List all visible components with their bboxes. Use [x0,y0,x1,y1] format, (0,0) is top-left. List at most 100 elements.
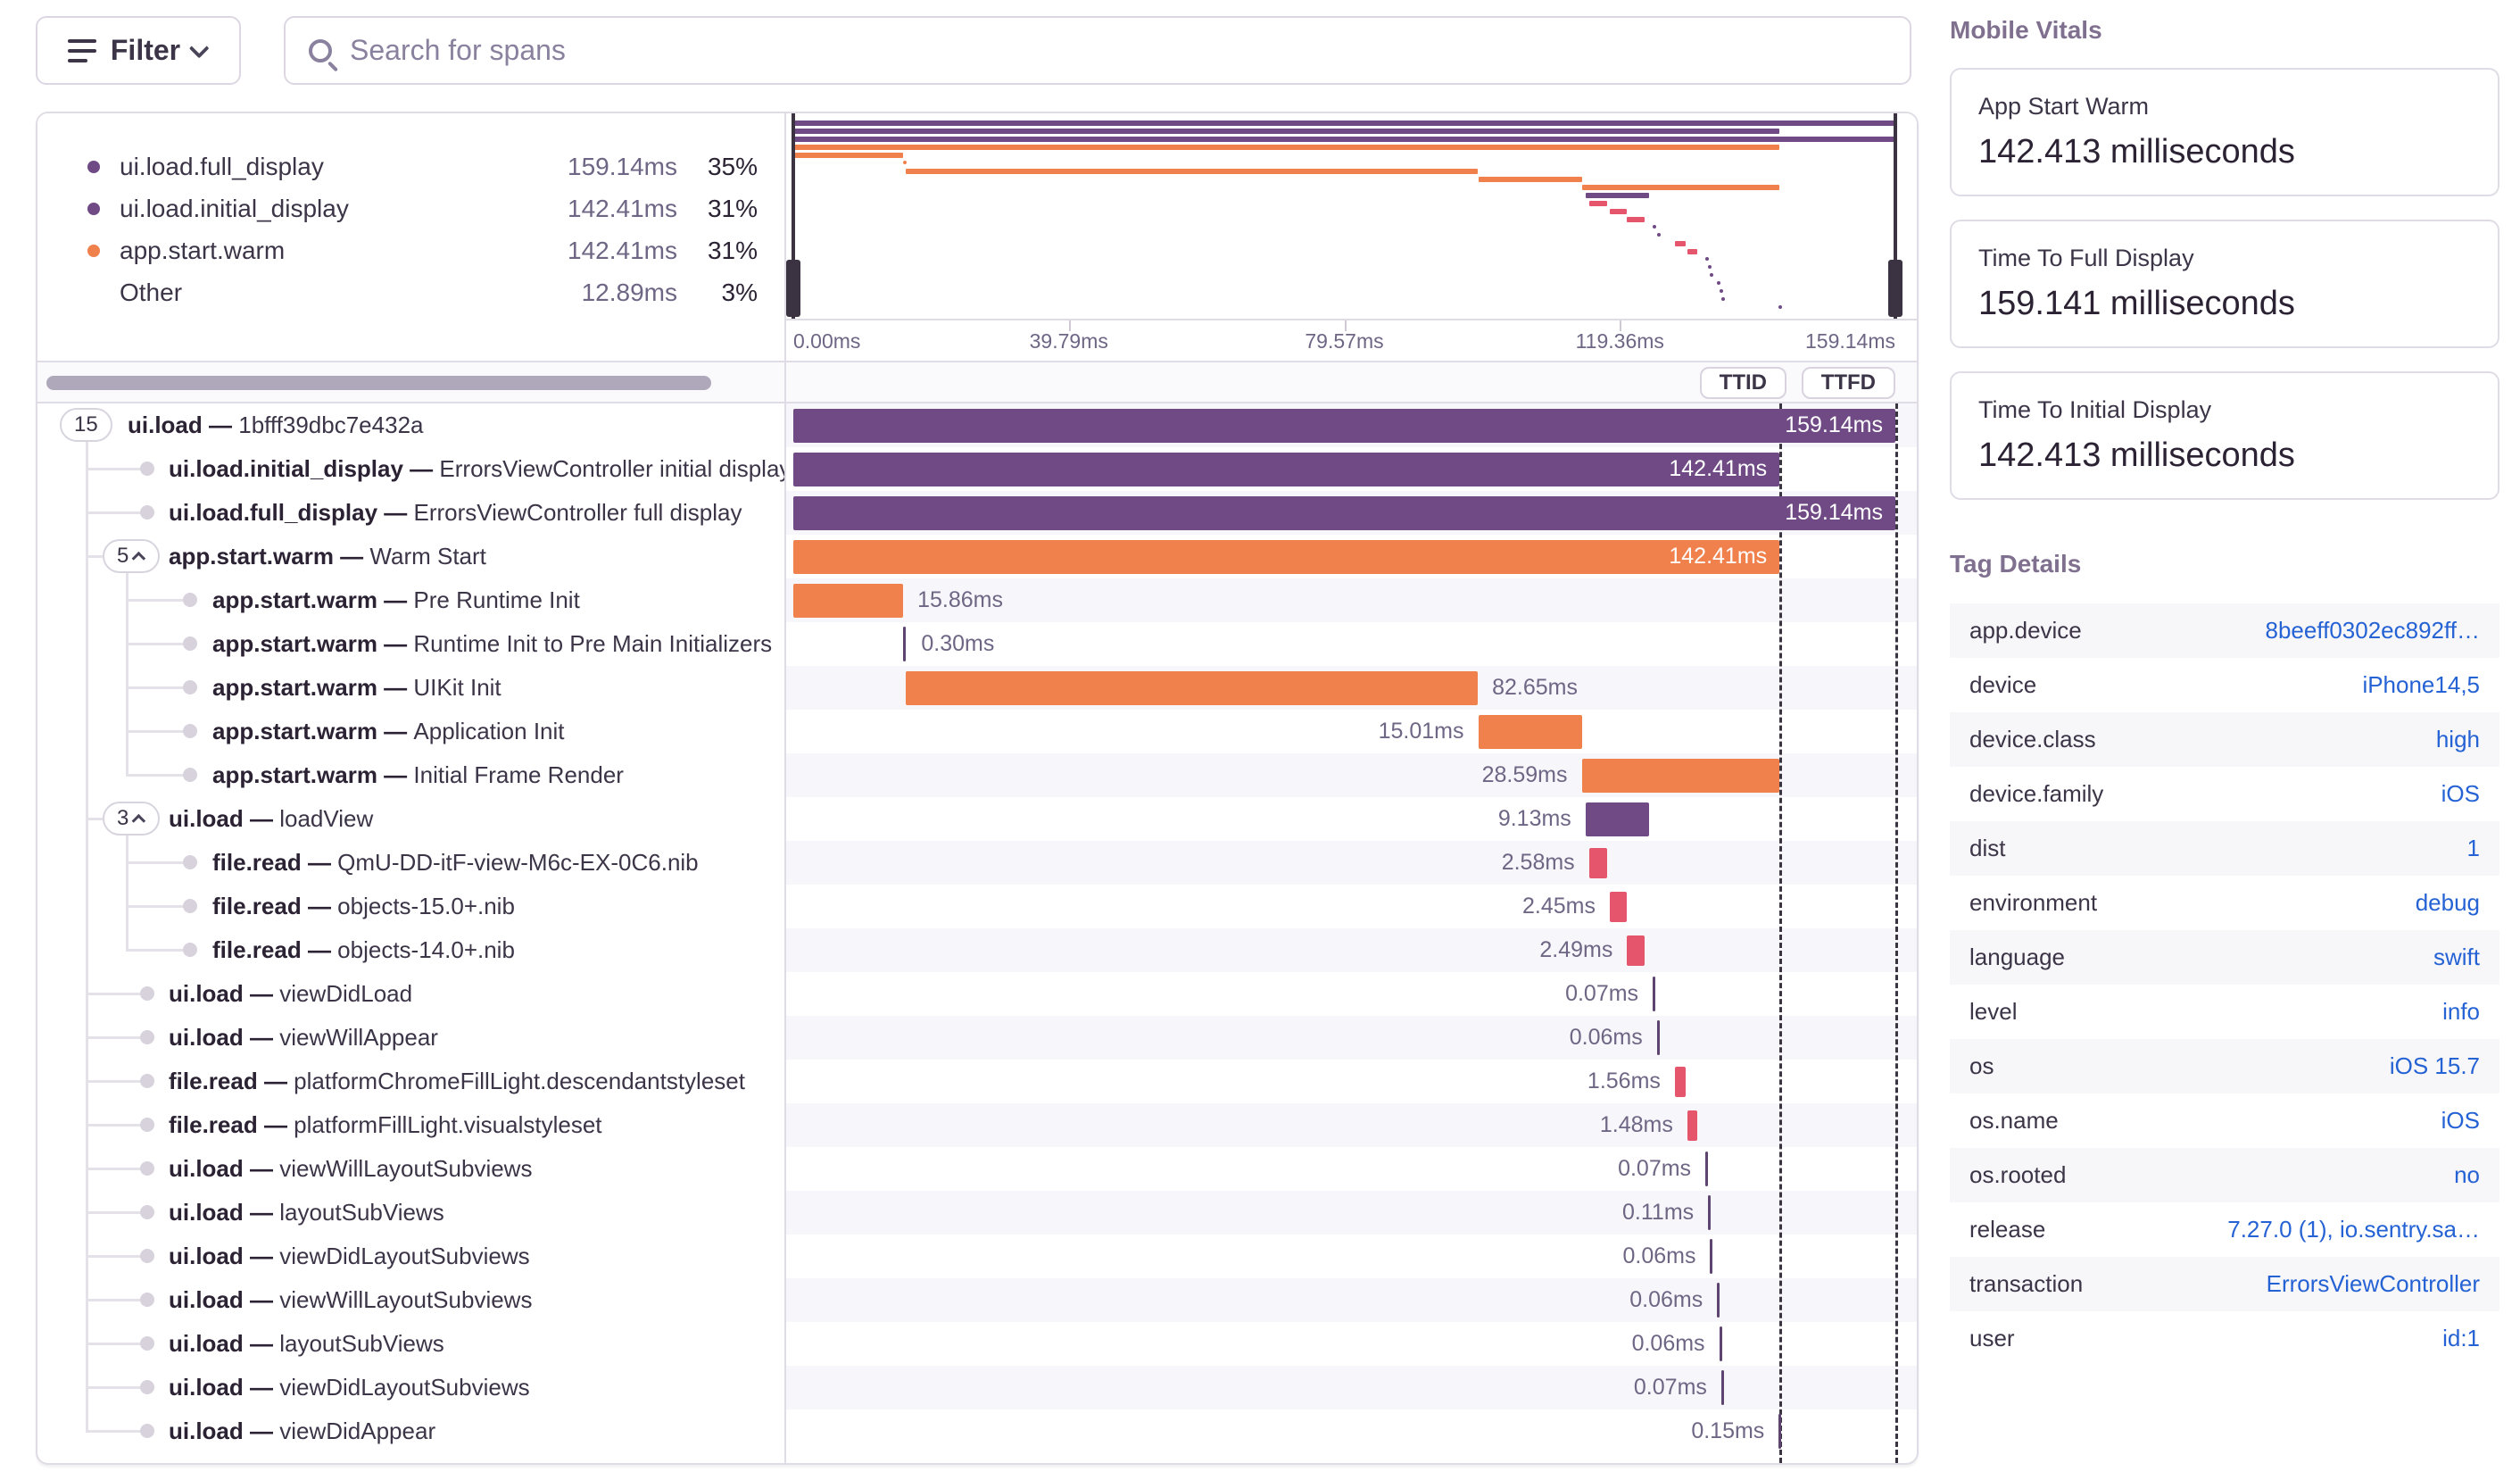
span-bar[interactable] [1627,935,1645,966]
span-count-badge[interactable]: 15 [60,408,112,442]
span-bar[interactable] [793,408,1895,443]
legend-item[interactable]: ui.load.initial_display 142.41ms 31% [87,187,758,229]
minimap-grip-left[interactable] [786,260,800,317]
minimap-panel[interactable] [786,113,1917,319]
span-bar[interactable] [1687,1110,1698,1141]
waterfall-row[interactable] [786,928,1917,972]
minimap[interactable] [786,113,1917,319]
column-divider[interactable] [784,113,786,1463]
tag-value[interactable]: 1 [2466,835,2480,861]
span-bar[interactable] [1708,1195,1712,1230]
span-bar[interactable] [1674,1066,1686,1097]
tree-row[interactable]: ui.load — viewDidLayoutSubviews [37,1235,784,1278]
span-bar[interactable] [1710,1239,1713,1274]
legend-item[interactable]: ui.load.full_display 159.14ms 35% [87,146,758,187]
tree-row[interactable]: app.start.warm — UIKit Init [37,666,784,710]
span-bar[interactable] [1719,1326,1722,1361]
waterfall-row[interactable] [786,797,1917,841]
tag-value[interactable]: info [2442,998,2480,1025]
span-bar[interactable] [1720,1370,1724,1405]
tree-row[interactable]: ui.load — viewWillLayoutSubviews [37,1147,784,1191]
tag-value[interactable]: id:1 [2442,1325,2480,1351]
horizontal-scrollbar[interactable] [46,376,711,390]
span-bar[interactable] [793,583,904,618]
search-input[interactable] [350,34,1886,67]
span-bar[interactable] [1478,714,1582,749]
span-bar[interactable] [905,670,1479,705]
tag-value[interactable]: iOS [2441,1107,2480,1134]
tag-value[interactable]: iOS [2441,780,2480,807]
waterfall-row[interactable] [786,1366,1917,1409]
waterfall-row[interactable] [786,1322,1917,1366]
tree-row[interactable]: ui.load.initial_display — ErrorsViewCont… [37,447,784,491]
waterfall-row[interactable] [786,885,1917,928]
legend-item[interactable]: Other 12.89ms 3% [87,271,758,313]
tag-value[interactable]: high [2435,726,2480,752]
waterfall-row[interactable] [786,1103,1917,1147]
tree-row[interactable]: app.start.warm — Pre Runtime Init [37,578,784,622]
span-bar[interactable] [793,539,1780,574]
span-bar[interactable] [1588,847,1607,878]
tag-value[interactable]: ErrorsViewController [2266,1270,2480,1297]
span-bar[interactable] [1656,1020,1660,1055]
tag-value[interactable]: no [2454,1161,2480,1188]
tree-row[interactable]: file.read — QmU-DD-itF-view-M6c-EX-0C6.n… [37,841,784,885]
span-count-badge[interactable]: 5 [103,539,161,573]
waterfall-row[interactable] [786,972,1917,1016]
ttid-button[interactable]: TTID [1699,367,1786,399]
tag-value[interactable]: debug [2415,889,2480,916]
waterfall-row[interactable] [786,1191,1917,1235]
waterfall-row[interactable] [786,1235,1917,1278]
tag-value[interactable]: swift [2433,944,2480,970]
minimap-handle-left[interactable] [792,113,795,319]
tree-row[interactable]: app.start.warm — Runtime Init to Pre Mai… [37,622,784,666]
tag-key: device.family [1969,780,2104,807]
tree-row[interactable]: ui.load — viewDidLoad [37,972,784,1016]
ttfd-button[interactable]: TTFD [1801,367,1895,399]
waterfall-row[interactable] [786,1278,1917,1322]
waterfall-row[interactable] [786,841,1917,885]
tree-row[interactable]: ui.load — viewWillLayoutSubviews [37,1278,784,1322]
tree-row[interactable]: app.start.warm — Initial Frame Render [37,753,784,797]
span-bar[interactable] [1585,802,1649,836]
span-bar[interactable] [1717,1283,1720,1318]
tree-row[interactable]: app.start.warm — Warm Start [37,535,784,578]
search-box[interactable] [284,16,1911,85]
span-bar[interactable] [1778,1414,1782,1449]
waterfall-row[interactable] [786,1147,1917,1191]
tree-row[interactable]: ui.load — layoutSubViews [37,1322,784,1366]
filter-button[interactable]: Filter [36,16,241,85]
minimap-grip-right[interactable] [1888,260,1902,317]
tree-row[interactable]: file.read — objects-14.0+.nib [37,928,784,972]
tree-row[interactable]: ui.load — layoutSubViews [37,1191,784,1235]
tag-value[interactable]: iOS 15.7 [2389,1052,2480,1079]
waterfall-row[interactable] [786,1060,1917,1103]
tree-row[interactable]: ui.load — 1bfff39dbc7e432a [37,403,784,447]
tag-value[interactable]: iPhone14,5 [2362,671,2480,698]
span-bar[interactable] [1581,758,1780,793]
tree-row[interactable]: ui.load — viewDidLayoutSubviews [37,1366,784,1409]
waterfall-row[interactable] [786,710,1917,753]
tree-connector [86,511,147,514]
span-bar[interactable] [903,627,907,661]
tree-row[interactable]: ui.load.full_display — ErrorsViewControl… [37,491,784,535]
span-bar[interactable] [1653,977,1656,1011]
span-count-badge[interactable]: 3 [103,802,161,836]
tree-row[interactable]: app.start.warm — Application Init [37,710,784,753]
legend-item[interactable]: app.start.warm 142.41ms 31% [87,229,758,271]
tag-value[interactable]: 7.27.0 (1), io.sentry.sa… [2227,1216,2480,1243]
waterfall-row[interactable] [786,578,1917,622]
tree-row[interactable]: ui.load — loadView [37,797,784,841]
tree-row[interactable]: file.read — platformFillLight.visualstyl… [37,1103,784,1147]
tree-row[interactable]: file.read — platformChromeFillLight.desc… [37,1060,784,1103]
tree-row[interactable]: file.read — objects-15.0+.nib [37,885,784,928]
span-bar[interactable] [1705,1152,1709,1186]
minimap-handle-right[interactable] [1894,113,1897,319]
tag-value[interactable]: 8beeff0302ec892ff… [2265,617,2480,644]
tree-row[interactable]: ui.load — viewWillAppear [37,1016,784,1060]
tree-row[interactable]: ui.load — viewDidAppear [37,1409,784,1453]
span-bar[interactable] [793,495,1895,530]
waterfall-row[interactable] [786,1016,1917,1060]
span-bar[interactable] [1609,891,1627,922]
span-bar[interactable] [793,452,1780,486]
